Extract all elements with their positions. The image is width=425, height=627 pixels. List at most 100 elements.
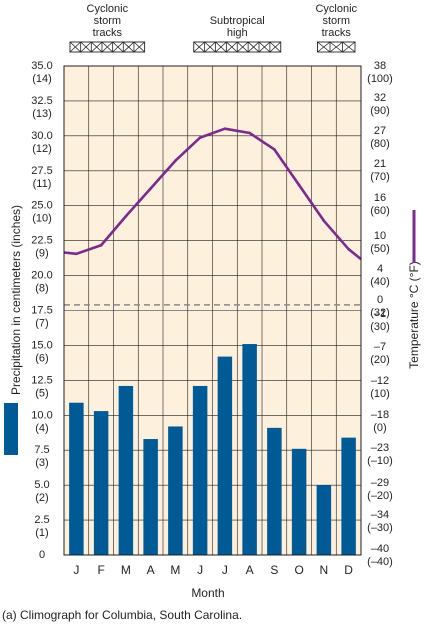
band-label: Cyclonic [87, 3, 129, 15]
right-tick-fahrenheit: (30) [370, 321, 390, 333]
precipitation-bar [217, 356, 233, 555]
right-tick-celsius: 16 [374, 192, 386, 204]
precipitation-bar [316, 485, 332, 555]
month-label: J [73, 563, 79, 577]
month-label: A [246, 563, 254, 577]
month-label: J [197, 563, 203, 577]
precipitation-bar [143, 439, 158, 555]
band-label: tracks [93, 27, 123, 39]
left-tick-inches: (1) [35, 527, 48, 539]
month-label: N [320, 563, 329, 577]
right-tick-fahrenheit: (80) [370, 138, 390, 150]
precipitation-bar [118, 385, 134, 555]
temperature-point [124, 214, 128, 218]
temperature-point [297, 183, 301, 187]
temperature-point [223, 127, 227, 130]
right-tick-fahrenheit: (40) [370, 276, 390, 288]
left-tick-inches: (11) [33, 178, 52, 190]
left-tick-cm: 30.0 [31, 130, 52, 142]
left-tick-cm: 25.0 [31, 200, 52, 212]
right-tick-fahrenheit: (100) [367, 73, 393, 85]
gridlines [64, 66, 361, 555]
band-strip [193, 41, 282, 53]
band-label: high [227, 27, 248, 39]
left-tick-cm: 5.0 [34, 479, 49, 491]
right-tick-celsius: –18 [371, 409, 389, 421]
right-tick-celsius: –40 [371, 543, 389, 555]
right-tick-fahrenheit: (90) [370, 105, 390, 117]
left-tick-cm: 7.5 [34, 444, 49, 456]
right-tick-fahrenheit: (0) [373, 422, 386, 434]
month-label: A [147, 563, 155, 577]
right-tick-celsius: 38 [374, 60, 386, 72]
left-tick-inches: (2) [35, 492, 48, 504]
left-tick-cm: 17.5 [31, 305, 52, 317]
left-tick-inches: (7) [35, 318, 48, 330]
left-tick-inches: (12) [32, 143, 52, 155]
left-tick-inches: (5) [35, 387, 48, 399]
month-label: D [344, 563, 353, 577]
left-axis-ticks: 35.0(14) 32.5(13) 30.0(12) 27.5(11) 25.0(10)… [31, 60, 52, 561]
right-axis-title: Temperature °C (°F) [407, 261, 421, 369]
right-tick-celsius: 27 [374, 125, 386, 137]
temperature-point [248, 131, 251, 135]
right-axis-ticks: 38(100) 32(90) 27(80) 21(70) 16(60) 10(50) 4(4… [367, 60, 393, 568]
right-tick-celsius: 0 [377, 294, 383, 306]
temperature-point [99, 243, 103, 247]
left-tick-cm: 22.5 [31, 235, 52, 247]
temperature-series [63, 127, 362, 261]
month-label: M [121, 563, 131, 577]
figure-caption: (a) Climograph for Columbia, South Carol… [2, 608, 242, 622]
plot-frame [63, 65, 362, 556]
precipitation-bar [93, 411, 109, 555]
right-tick-fahrenheit: (10) [370, 388, 390, 400]
right-tick-fahrenheit: (70) [370, 171, 390, 183]
right-tick-celsius: –7 [374, 341, 386, 353]
left-tick-cm: 10.0 [31, 409, 52, 421]
precipitation-bar [192, 385, 208, 555]
band-label: tracks [322, 27, 352, 39]
left-tick-cm: 32.5 [31, 95, 52, 107]
band-strip [69, 41, 146, 53]
right-tick-celsius: –23 [371, 442, 389, 454]
precipitation-bar [291, 448, 307, 555]
precipitation-bars [69, 344, 356, 555]
band-label: storm [94, 15, 122, 27]
month-label: F [97, 563, 104, 577]
band-strip [317, 41, 356, 53]
right-tick-fahrenheit: (–10) [367, 455, 393, 467]
left-tick-inches: (8) [35, 283, 48, 295]
temperature-point [198, 136, 202, 139]
right-tick-celsius: 21 [374, 158, 386, 170]
right-tick-fahrenheit: (20) [370, 354, 390, 366]
precipitation-bar [242, 344, 257, 555]
right-tick-celsius: –34 [371, 509, 389, 521]
left-tick-cm: 35.0 [31, 60, 52, 72]
temperature-point [347, 247, 350, 251]
left-tick-inches: (14) [32, 73, 52, 85]
left-tick-inches: (10) [32, 213, 52, 225]
month-label: S [270, 563, 278, 577]
left-axis-title: Precipitation in centimeters (inches) [9, 205, 23, 395]
left-tick-inches: (4) [35, 422, 48, 434]
band-label: Cyclonic [315, 3, 357, 15]
month-label: M [170, 563, 180, 577]
left-tick-cm: 0 [39, 549, 45, 561]
left-tick-cm: 2.5 [34, 514, 49, 526]
temperature-point [75, 252, 78, 256]
right-tick-fahrenheit: (–40) [367, 556, 393, 568]
right-tick-celsius: 32 [374, 92, 386, 104]
right-tick-celsius: –1 [374, 308, 386, 320]
precipitation-legend-swatch [4, 403, 18, 455]
right-tick-fahrenheit: (32) [370, 307, 390, 319]
pressure-bands: CyclonicstormtracksSubtropicalhighCyclon… [69, 3, 358, 53]
left-tick-cm: 20.0 [31, 270, 52, 282]
precipitation-bar [341, 437, 356, 555]
temperature-point [149, 187, 152, 190]
left-tick-inches: (9) [35, 248, 48, 260]
right-tick-fahrenheit: (–20) [367, 490, 393, 502]
temperature-point [322, 219, 326, 223]
band-label: Subtropical [210, 15, 265, 27]
